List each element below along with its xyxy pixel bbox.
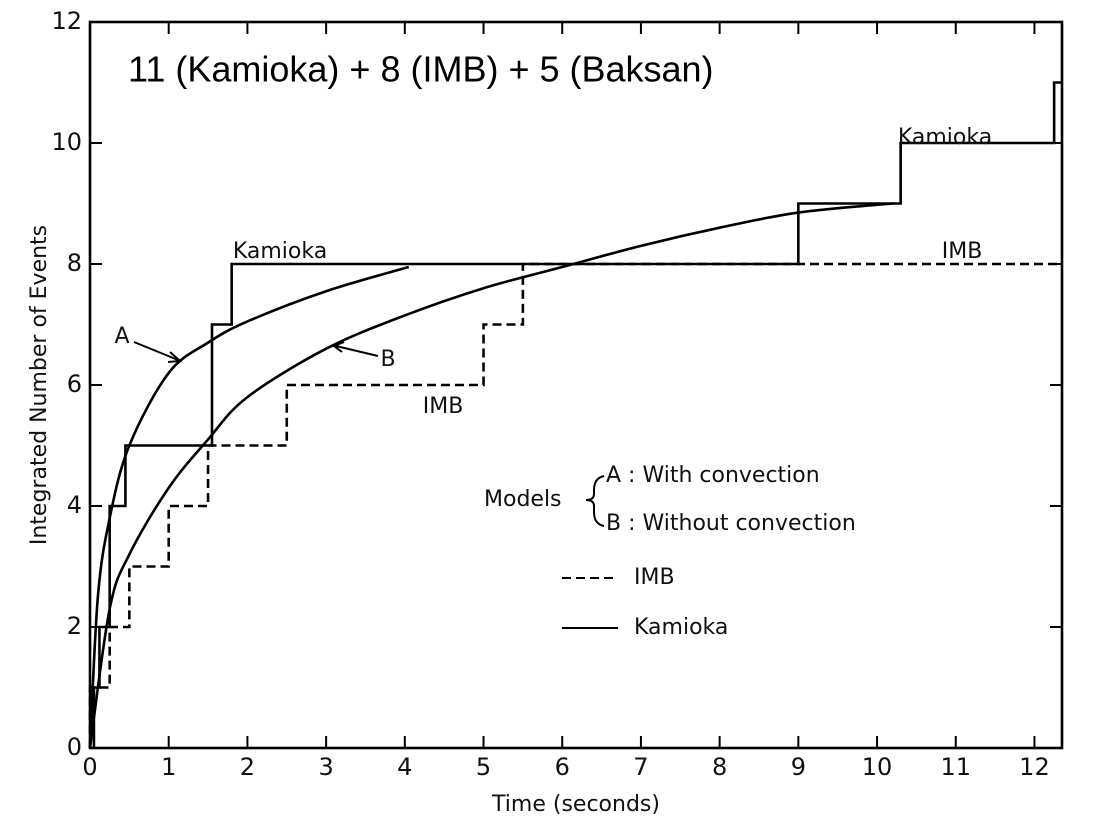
y-tick-label: 12	[51, 7, 82, 35]
chart-title: 11 (Kamioka) + 8 (IMB) + 5 (Baksan)	[128, 49, 714, 90]
legend-entry: B : Without convection	[606, 511, 856, 536]
x-tick-label: 4	[397, 753, 412, 781]
y-tick-label: 8	[67, 249, 82, 277]
x-tick-label: 11	[940, 753, 971, 781]
x-tick-label: 6	[555, 753, 570, 781]
x-tick-label: 1	[161, 753, 176, 781]
x-tick-label: 12	[1019, 753, 1050, 781]
legend-entry: A : With convection	[606, 463, 820, 488]
x-tick-label: 3	[318, 753, 333, 781]
y-axis-label: Integrated Number of Events	[27, 225, 52, 545]
legend-heading: Models	[484, 487, 562, 512]
arrow	[331, 341, 379, 357]
x-tick-label: 9	[791, 753, 806, 781]
y-tick-label: 4	[67, 491, 82, 519]
x-tick-label: 0	[82, 753, 97, 781]
series-line	[88, 202, 893, 749]
y-tick-label: 6	[67, 370, 82, 398]
y-tick-label: 10	[51, 128, 82, 156]
annotation: IMB	[423, 394, 464, 419]
annotation: IMB	[942, 239, 983, 264]
x-axis-label: Time (seconds)	[491, 792, 660, 817]
legend-entry: Kamioka	[634, 615, 728, 640]
x-tick-label: 10	[862, 753, 893, 781]
y-tick-label: 2	[67, 612, 82, 640]
y-tick-label: 0	[67, 733, 82, 761]
annotation: Kamioka	[233, 239, 327, 264]
curve-label: A	[114, 324, 129, 349]
x-tick-label: 7	[633, 753, 648, 781]
series-line	[92, 81, 1062, 748]
series-line	[88, 265, 410, 749]
brace	[585, 475, 605, 527]
curve-label: B	[380, 347, 395, 372]
series-line	[88, 262, 1062, 748]
x-tick-label: 8	[712, 753, 727, 781]
arrow	[133, 341, 183, 363]
x-tick-label: 2	[240, 753, 255, 781]
annotation: Kamioka	[898, 125, 992, 150]
legend-entry: IMB	[634, 565, 675, 590]
x-tick-label: 5	[476, 753, 491, 781]
